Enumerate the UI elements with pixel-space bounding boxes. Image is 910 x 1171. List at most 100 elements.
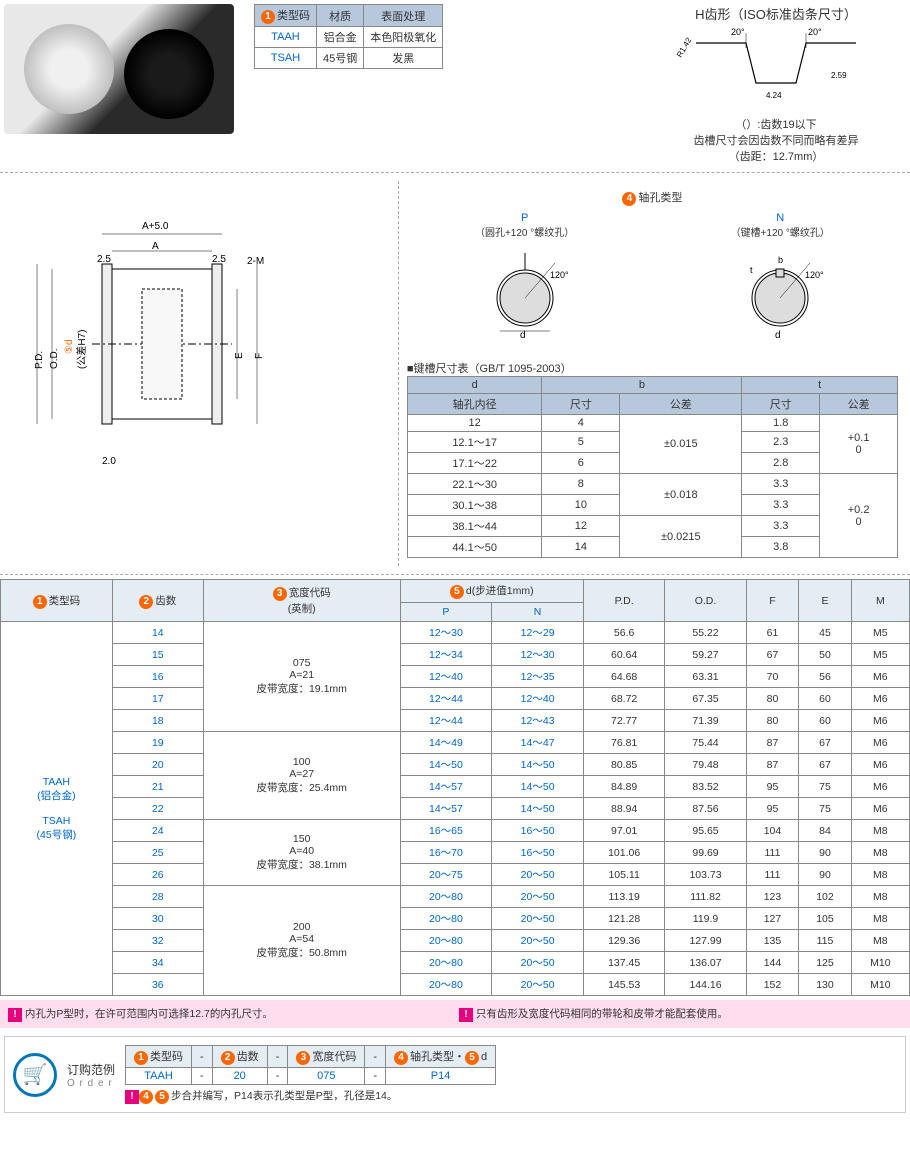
cell: 105.11 bbox=[583, 864, 664, 886]
cell: M6 bbox=[851, 710, 909, 732]
oth: 4轴孔类型・5d bbox=[386, 1046, 496, 1068]
cell: 130 bbox=[799, 974, 852, 996]
cell: 152 bbox=[746, 974, 799, 996]
bore-p: P （圆孔+120 °螺纹孔） 120° d bbox=[407, 212, 643, 350]
cell: ±0.0215 bbox=[620, 516, 742, 558]
cell: 67 bbox=[799, 754, 852, 776]
cell: M8 bbox=[851, 886, 909, 908]
note2: ! 只有齿形及宽度代码相同的带轮和皮带才能配套使用。 bbox=[455, 1004, 906, 1024]
cell: 6 bbox=[542, 453, 620, 474]
oth: 1类型码 bbox=[126, 1046, 192, 1068]
cell: 30 bbox=[112, 908, 203, 930]
svg-text:P.D.: P.D. bbox=[34, 351, 45, 369]
cell: 125 bbox=[799, 952, 852, 974]
sep: - bbox=[365, 1068, 386, 1085]
ov: 20 bbox=[212, 1068, 267, 1085]
cell: 121.28 bbox=[583, 908, 664, 930]
main-spec-table: 1类型码 2齿数 3宽度代码 (英制) 5d(步进值1mm) P.D. O.D.… bbox=[0, 579, 910, 996]
cell: 135 bbox=[746, 930, 799, 952]
cell: 16～50 bbox=[492, 820, 584, 842]
cell: 铝合金 bbox=[317, 27, 364, 48]
cell: 67.35 bbox=[665, 688, 746, 710]
cell: 12～44 bbox=[400, 710, 492, 732]
cell: ±0.018 bbox=[620, 474, 742, 516]
svg-text:4.24: 4.24 bbox=[766, 91, 782, 100]
cell: 20～80 bbox=[400, 886, 492, 908]
bore-n-desc: （键槽+120 °螺纹孔） bbox=[662, 224, 898, 239]
cell: 3.3 bbox=[742, 495, 820, 516]
cell: 115 bbox=[799, 930, 852, 952]
cell: M8 bbox=[851, 908, 909, 930]
cell: 3.8 bbox=[742, 537, 820, 558]
drawing-svg: A+5.0 A 2.52.5 2-M P.D. O.D. ⑤d (公差H7) E… bbox=[12, 189, 332, 499]
th: b bbox=[542, 377, 742, 394]
cell: 60.64 bbox=[583, 644, 664, 666]
svg-text:20°: 20° bbox=[808, 27, 822, 37]
cell: 111 bbox=[746, 842, 799, 864]
cell: 24 bbox=[112, 820, 203, 842]
cell: 45 bbox=[799, 622, 852, 644]
cell: 71.39 bbox=[665, 710, 746, 732]
type-table: 1类型码 材质 表面处理 TAAH铝合金本色阳极氧化 TSAH45号钢发黑 bbox=[254, 4, 443, 69]
cell: M6 bbox=[851, 732, 909, 754]
cell: ±0.015 bbox=[620, 415, 742, 474]
cell: 75 bbox=[799, 798, 852, 820]
cell: 56 bbox=[799, 666, 852, 688]
cell: 16～50 bbox=[492, 842, 584, 864]
cell: 发黑 bbox=[364, 48, 443, 69]
cell: 20～50 bbox=[492, 974, 584, 996]
cell: 95.65 bbox=[665, 820, 746, 842]
th: 公差 bbox=[820, 394, 898, 415]
cell: 12～30 bbox=[492, 644, 584, 666]
svg-text:2.5: 2.5 bbox=[97, 254, 111, 265]
cell: 12～35 bbox=[492, 666, 584, 688]
sep: - bbox=[267, 1068, 288, 1085]
width-cell: 100A=27皮带宽度：25.4mm bbox=[203, 732, 400, 820]
cell: 60 bbox=[799, 688, 852, 710]
svg-text:d: d bbox=[520, 330, 526, 341]
cell: 45号钢 bbox=[317, 48, 364, 69]
svg-text:R1.42: R1.42 bbox=[676, 36, 694, 59]
cell: 105 bbox=[799, 908, 852, 930]
order-label: 订购范例 O r d e r bbox=[67, 1061, 115, 1089]
cell: 2.8 bbox=[742, 453, 820, 474]
th: E bbox=[799, 580, 852, 622]
cell: 34 bbox=[112, 952, 203, 974]
cell: 56.6 bbox=[583, 622, 664, 644]
order-table: 1类型码 - 2齿数 - 3宽度代码 - 4轴孔类型・5d TAAH- 20- … bbox=[125, 1045, 496, 1085]
cell: 55.22 bbox=[665, 622, 746, 644]
cell: 19 bbox=[112, 732, 203, 754]
top-section: 1类型码 材质 表面处理 TAAH铝合金本色阳极氧化 TSAH45号钢发黑 H齿… bbox=[0, 0, 910, 168]
cell: 22.1～30 bbox=[407, 474, 542, 495]
svg-text:A: A bbox=[152, 241, 159, 252]
th-teeth: 2齿数 bbox=[112, 580, 203, 622]
cell: 70 bbox=[746, 666, 799, 688]
cell: 103.73 bbox=[665, 864, 746, 886]
svg-text:E: E bbox=[234, 352, 245, 359]
sep: - bbox=[365, 1046, 386, 1068]
th: 轴孔内径 bbox=[407, 394, 542, 415]
cell: 12～40 bbox=[400, 666, 492, 688]
note: （齿距：12.7mm） bbox=[646, 148, 906, 164]
cell: 16 bbox=[112, 666, 203, 688]
bore-p-svg: 120° d bbox=[465, 243, 585, 343]
svg-text:F: F bbox=[254, 353, 265, 359]
product-image bbox=[4, 4, 234, 134]
cell: 44.1～50 bbox=[407, 537, 542, 558]
cell: 127 bbox=[746, 908, 799, 930]
th-width: 3宽度代码 (英制) bbox=[203, 580, 400, 622]
svg-text:120°: 120° bbox=[550, 270, 569, 280]
cell: M8 bbox=[851, 930, 909, 952]
key-table: d b t 轴孔内径 尺寸公差 尺寸公差 124±0.0151.8+0.1 01… bbox=[407, 376, 898, 558]
bore-n-svg: 120° d t b bbox=[720, 243, 840, 343]
cell: 12～29 bbox=[492, 622, 584, 644]
cell: 16～70 bbox=[400, 842, 492, 864]
svg-text:(公差H7): (公差H7) bbox=[75, 330, 88, 369]
cart-icon: 🛒 bbox=[13, 1053, 57, 1097]
cell: 1.8 bbox=[742, 415, 820, 432]
cell: 14 bbox=[112, 622, 203, 644]
cell: 16～65 bbox=[400, 820, 492, 842]
order-table-wrap: 1类型码 - 2齿数 - 3宽度代码 - 4轴孔类型・5d TAAH- 20- … bbox=[125, 1045, 496, 1104]
width-cell: 075A=21皮带宽度：19.1mm bbox=[203, 622, 400, 732]
cell: M8 bbox=[851, 864, 909, 886]
